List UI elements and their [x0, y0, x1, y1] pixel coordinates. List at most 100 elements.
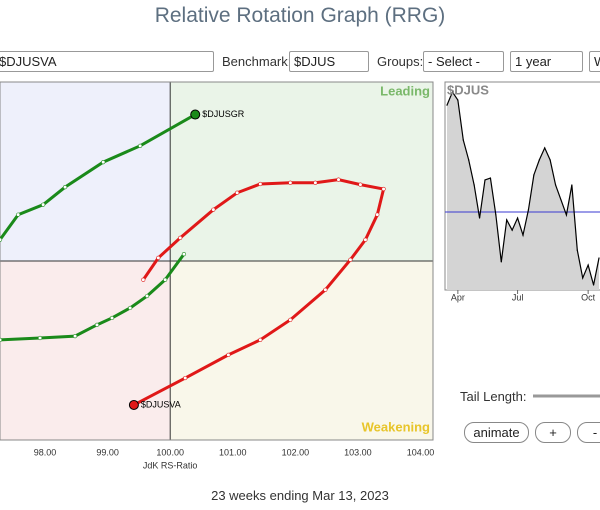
x-tick-label: 98.00: [34, 447, 57, 457]
price-point: [484, 179, 486, 181]
tail-point: [0, 337, 3, 342]
tail-point: [363, 237, 368, 242]
quadrant-label: Leading: [380, 83, 430, 98]
price-point: [478, 217, 481, 219]
benchmark-chart: Apr Jul Oct $DJUS: [444, 81, 600, 302]
price-point: [544, 147, 546, 149]
price-point: [468, 159, 470, 161]
tail-point: [156, 255, 161, 260]
tail-point: [178, 235, 183, 240]
rrg-chart: Leading Weakening 98.00 99.00 100.00 101.00 10…: [0, 81, 435, 470]
tail-point: [358, 182, 363, 187]
tail-point: [138, 143, 143, 148]
x-tick-label: Jul: [512, 292, 524, 302]
x-tick-label: Apr: [451, 292, 465, 302]
tail-point: [41, 202, 46, 207]
price-point: [522, 234, 524, 236]
price-point: [549, 159, 551, 161]
price-point: [598, 257, 600, 259]
tail-point: [72, 334, 78, 339]
mini-title: $DJUS: [447, 82, 489, 97]
benchmark-label: Benchmark:: [222, 54, 292, 69]
tail-point: [336, 177, 341, 182]
tail-point: [0, 237, 3, 242]
series-label: $DJUSGR: [202, 109, 245, 119]
x-tick-label: 104.00: [407, 447, 435, 457]
quadrant-leading: [170, 82, 433, 261]
series-label: $DJUSVA: [141, 399, 181, 409]
quadrant-weakening: [170, 261, 433, 440]
tail-length-label: Tail Length:: [460, 389, 527, 404]
price-point: [451, 91, 454, 93]
tail-line: [0, 113, 196, 342]
x-axis-label: JdK RS-Ratio: [143, 460, 198, 470]
benchmark-input[interactable]: $DJUS: [289, 51, 369, 72]
price-point: [516, 217, 519, 219]
tail-point: [323, 287, 328, 292]
tail-point: [141, 277, 146, 282]
tail-point: [235, 190, 240, 195]
animate-button[interactable]: animate: [464, 422, 529, 443]
tail-point: [381, 186, 386, 192]
plus-button[interactable]: +: [535, 422, 571, 443]
tail-point: [258, 181, 263, 187]
price-area: [447, 91, 599, 290]
price-point: [527, 209, 530, 211]
price-point: [565, 214, 568, 216]
price-point: [446, 104, 448, 106]
tail-line: [133, 178, 386, 407]
tail-point: [211, 207, 216, 212]
price-point: [560, 199, 562, 201]
minus-button[interactable]: -: [577, 422, 600, 443]
x-tick-label: 99.00: [96, 447, 119, 457]
tail-point: [181, 252, 187, 257]
period-select[interactable]: 1 year: [510, 51, 583, 72]
tail-point: [94, 322, 100, 327]
price-point: [576, 249, 578, 251]
page-title: Relative Rotation Graph (RRG): [154, 4, 446, 27]
price-point: [511, 229, 513, 231]
tail-point: [288, 180, 293, 185]
price-point: [554, 184, 557, 186]
price-point: [489, 177, 492, 179]
price-point: [538, 159, 540, 161]
price-point: [571, 184, 573, 186]
tail-point: [258, 337, 263, 342]
price-point: [587, 264, 589, 266]
tail-point: [16, 212, 21, 217]
tail-point: [144, 293, 150, 299]
symbol-input[interactable]: $DJUSVA: [0, 51, 214, 72]
quadrant-label: Weakening: [362, 419, 430, 434]
tail-point: [226, 352, 231, 357]
tail-point: [109, 315, 115, 321]
groups-select[interactable]: - Select -: [423, 51, 504, 72]
price-point: [506, 219, 508, 221]
tail-point: [101, 160, 106, 165]
x-tick-label: 103.00: [344, 447, 372, 457]
price-point: [592, 284, 595, 286]
plot-area: $DJUSGR $DJUSVA: [0, 109, 386, 410]
x-tick-label: 101.00: [219, 447, 247, 457]
tail-head: [128, 399, 139, 410]
x-tick-label: Oct: [581, 292, 596, 302]
price-point: [462, 139, 464, 141]
price-point: [457, 99, 459, 101]
frequency-select[interactable]: W: [589, 51, 600, 72]
price-point: [533, 174, 535, 176]
tail-point: [163, 277, 168, 282]
price-point: [582, 277, 584, 279]
tail-point: [183, 375, 188, 381]
tail-point: [128, 305, 133, 311]
tail-point: [37, 335, 43, 341]
tail-point: [62, 185, 68, 190]
plot-border: [0, 81, 434, 441]
footer: 23 weeks ending Mar 13, 2023: [211, 488, 389, 503]
price-point: [473, 184, 475, 186]
tail-point: [348, 257, 353, 262]
tail-point: [288, 317, 293, 322]
tail-head: [190, 109, 201, 120]
tail-point: [375, 212, 380, 217]
groups-label: Groups:: [377, 54, 424, 69]
